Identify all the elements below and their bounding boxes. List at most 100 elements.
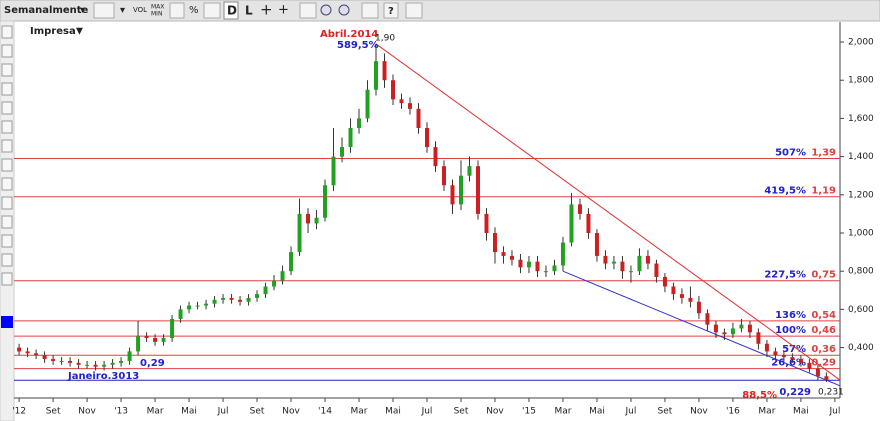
tool-button[interactable] bbox=[1, 82, 13, 96]
candle-body bbox=[569, 204, 574, 243]
candle-body bbox=[662, 276, 667, 287]
tool-button[interactable] bbox=[1, 139, 13, 153]
candle-body bbox=[611, 261, 616, 264]
candle-body bbox=[628, 271, 633, 273]
percent-button[interactable]: % bbox=[189, 5, 199, 16]
cross-button[interactable]: + bbox=[278, 3, 289, 18]
x-tick-label: Mar bbox=[351, 407, 368, 417]
candle-body bbox=[552, 265, 557, 272]
grid-button[interactable] bbox=[169, 2, 185, 19]
candle-body bbox=[492, 233, 497, 253]
candle-body bbox=[756, 332, 761, 344]
candle-body bbox=[212, 299, 217, 304]
tool-button[interactable] bbox=[1, 177, 13, 191]
candle-body bbox=[815, 368, 820, 377]
candle-body bbox=[144, 336, 149, 339]
candle-body bbox=[246, 297, 251, 302]
tool-button[interactable] bbox=[1, 158, 13, 172]
candle-body bbox=[93, 364, 98, 367]
candle-body bbox=[25, 351, 30, 354]
candle-body bbox=[153, 338, 158, 342]
candle-body bbox=[654, 263, 659, 277]
candle-body bbox=[408, 103, 413, 109]
crosshair-button[interactable]: + bbox=[260, 1, 273, 19]
tool-button[interactable] bbox=[1, 234, 13, 248]
candle-body bbox=[119, 360, 124, 363]
tool-button[interactable] bbox=[1, 44, 13, 58]
candle-body bbox=[306, 213, 311, 224]
candle-body bbox=[314, 217, 319, 224]
zoom-out[interactable] bbox=[320, 4, 332, 16]
candle-body bbox=[85, 364, 90, 366]
x-tick-label: Mai bbox=[181, 407, 197, 417]
candle-body bbox=[365, 89, 370, 119]
print-button[interactable] bbox=[361, 2, 379, 19]
candle-body bbox=[526, 261, 531, 268]
x-tick-label: Jul bbox=[217, 407, 229, 417]
tool-button[interactable] bbox=[1, 63, 13, 77]
x-tick-label: '12 bbox=[12, 407, 26, 417]
color-tool[interactable] bbox=[1, 316, 13, 328]
candle-body bbox=[577, 204, 582, 214]
tool-button[interactable] bbox=[1, 253, 13, 267]
candle-body bbox=[679, 294, 684, 298]
candle-body bbox=[42, 355, 47, 360]
candle-body bbox=[102, 364, 107, 367]
chart-title[interactable]: Impresa bbox=[30, 26, 76, 37]
candle-body bbox=[238, 299, 243, 302]
candle-body bbox=[688, 297, 693, 302]
candle-body bbox=[391, 80, 396, 100]
x-tick-label: Mar bbox=[554, 407, 571, 417]
candle-body bbox=[807, 362, 812, 369]
scale-button[interactable] bbox=[203, 2, 221, 19]
tool-button[interactable] bbox=[1, 101, 13, 115]
vol-button[interactable]: VOL bbox=[133, 6, 147, 14]
l-button[interactable]: L bbox=[245, 4, 253, 18]
candle-body bbox=[416, 108, 421, 128]
tool-button[interactable] bbox=[1, 215, 13, 229]
title-arrow[interactable]: ▼ bbox=[76, 27, 83, 37]
candle-body bbox=[620, 261, 625, 272]
tool-icons bbox=[1, 25, 13, 286]
book-button[interactable] bbox=[405, 2, 423, 19]
d-button[interactable] bbox=[223, 1, 239, 20]
x-tick-label: Mar bbox=[758, 407, 775, 417]
x-tick-label: Mai bbox=[793, 407, 809, 417]
y-tick-label: 0,600 bbox=[848, 305, 874, 315]
level-pct: 100% bbox=[775, 325, 806, 336]
dropdown-arrow[interactable]: ▾ bbox=[80, 5, 85, 16]
candle-body bbox=[764, 343, 769, 352]
zoom-in[interactable] bbox=[338, 4, 350, 16]
candle-body bbox=[76, 362, 81, 365]
tool-button[interactable] bbox=[1, 25, 13, 39]
tool-button[interactable] bbox=[1, 196, 13, 210]
level-label: 0,46 bbox=[811, 325, 836, 336]
candle-body bbox=[637, 255, 642, 272]
level-label: 0,36 bbox=[811, 344, 836, 355]
x-tick-label: Mai bbox=[589, 407, 605, 417]
candle-body bbox=[425, 127, 429, 148]
candle-body bbox=[340, 147, 345, 157]
max-button[interactable]: MAX bbox=[151, 4, 164, 11]
line-tool[interactable] bbox=[299, 2, 317, 19]
level-label: 0,75 bbox=[811, 270, 836, 281]
candle-body bbox=[781, 355, 786, 358]
min-button[interactable]: MIN bbox=[151, 11, 162, 18]
help-button[interactable] bbox=[383, 2, 399, 19]
x-tick-label: Set bbox=[454, 407, 469, 417]
dropdown-arrow[interactable]: ▾ bbox=[120, 5, 125, 16]
candle-body bbox=[382, 61, 387, 81]
candle-body bbox=[297, 213, 302, 253]
candle-body bbox=[289, 252, 294, 272]
chart-type-button[interactable] bbox=[93, 2, 115, 19]
candle-body bbox=[501, 252, 506, 256]
candle-body bbox=[170, 318, 175, 339]
tool-button[interactable] bbox=[1, 120, 13, 134]
x-tick-label: Nov bbox=[690, 407, 708, 417]
x-tick-label: Mai bbox=[385, 407, 401, 417]
candle-body bbox=[671, 286, 676, 295]
annotation: 0,29 bbox=[140, 358, 165, 369]
period-select[interactable]: Semanalmente bbox=[4, 5, 89, 16]
candle-body bbox=[229, 297, 234, 300]
tool-button[interactable] bbox=[1, 272, 13, 286]
